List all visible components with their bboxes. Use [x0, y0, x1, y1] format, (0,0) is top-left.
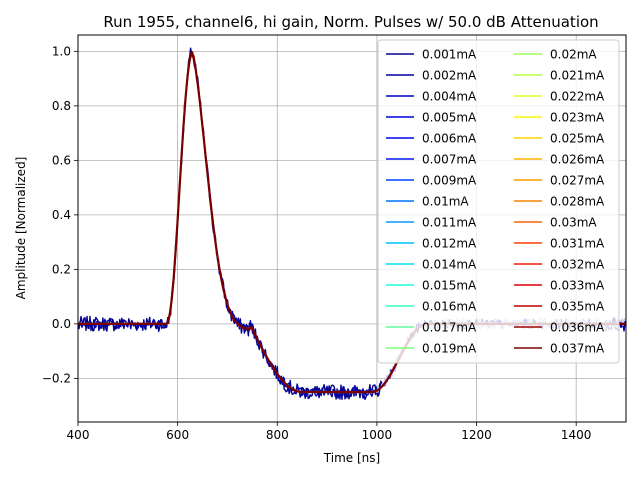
- y-tick-label: 0.4: [52, 208, 71, 222]
- legend-label: 0.009mA: [422, 174, 477, 188]
- legend-label: 0.005mA: [422, 111, 477, 125]
- legend-label: 0.03mA: [550, 216, 597, 230]
- legend-label: 0.011mA: [422, 216, 477, 230]
- legend-label: 0.01mA: [422, 195, 469, 209]
- x-tick-label: 1200: [461, 428, 492, 442]
- x-tick-label: 1400: [561, 428, 592, 442]
- legend-label: 0.001mA: [422, 48, 477, 62]
- x-tick-label: 1000: [362, 428, 393, 442]
- legend-label: 0.035mA: [550, 300, 605, 314]
- legend-label: 0.012mA: [422, 237, 477, 251]
- legend-label: 0.016mA: [422, 300, 477, 314]
- y-tick-label: 0.2: [52, 262, 71, 276]
- legend-label: 0.025mA: [550, 132, 605, 146]
- legend-label: 0.006mA: [422, 132, 477, 146]
- legend-label: 0.02mA: [550, 48, 597, 62]
- legend-label: 0.015mA: [422, 279, 477, 293]
- legend-label: 0.019mA: [422, 342, 477, 356]
- legend-label: 0.036mA: [550, 321, 605, 335]
- legend-label: 0.032mA: [550, 258, 605, 272]
- legend-label: 0.017mA: [422, 321, 477, 335]
- x-tick-label: 800: [266, 428, 289, 442]
- axis-ticks: 400 600 800 1000 1200 1400 −0.2 0.0 0.2 0.4 0.6 0.8…: [42, 44, 592, 442]
- legend-box: [377, 39, 620, 364]
- legend-label: 0.023mA: [550, 111, 605, 125]
- legend-label: 0.027mA: [550, 174, 605, 188]
- x-axis-label: Time [ns]: [323, 451, 380, 465]
- legend-label: 0.022mA: [550, 90, 605, 104]
- y-tick-label: 0.8: [52, 99, 71, 113]
- legend-label: 0.002mA: [422, 69, 477, 83]
- y-tick-label: −0.2: [42, 371, 71, 385]
- y-tick-label: 0.0: [52, 317, 71, 331]
- y-tick-label: 1.0: [52, 44, 71, 58]
- chart-title: Run 1955, channel6, hi gain, Norm. Pulse…: [103, 13, 598, 31]
- legend-label: 0.037mA: [550, 342, 605, 356]
- legend-label: 0.031mA: [550, 237, 605, 251]
- legend-label: 0.007mA: [422, 153, 477, 167]
- x-tick-label: 400: [67, 428, 90, 442]
- legend-label: 0.014mA: [422, 258, 477, 272]
- legend-label: 0.026mA: [550, 153, 605, 167]
- legend: 0.001mA 0.002mA 0.004mA 0.005mA 0.006mA 0.007…: [377, 39, 620, 364]
- plot-frame: [77, 34, 627, 423]
- legend-label: 0.021mA: [550, 69, 605, 83]
- legend-label: 0.028mA: [550, 195, 605, 209]
- y-tick-label: 0.6: [52, 153, 71, 167]
- x-tick-label: 600: [166, 428, 189, 442]
- y-axis-label: Amplitude [Normalized]: [14, 157, 28, 300]
- legend-label: 0.004mA: [422, 90, 477, 104]
- legend-label: 0.033mA: [550, 279, 605, 293]
